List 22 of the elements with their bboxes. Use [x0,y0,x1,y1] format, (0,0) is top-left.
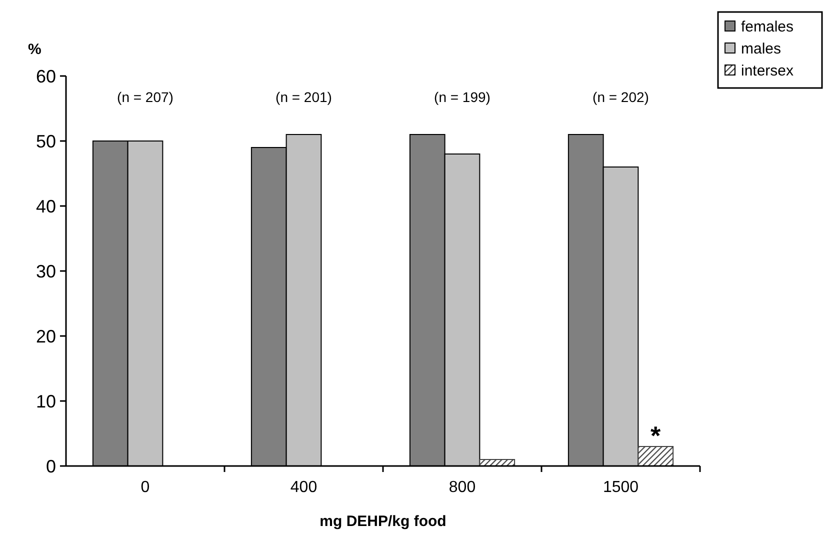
x-tick-label: 800 [448,479,476,496]
annotation: (n = 207) [117,89,174,105]
bar [638,446,674,466]
y-tick-label: 40 [36,196,56,216]
x-tick-label: 400 [290,479,318,496]
x-tick-label: 1500 [602,479,639,496]
y-tick-label: 50 [36,131,56,152]
x-axis-title: mg DEHP/kg food [320,513,446,530]
y-tick-label: 30 [36,261,56,282]
annotation: (n = 199) [434,89,490,105]
x-tick-label: 0 [140,479,150,496]
y-tick-label: 0 [46,456,56,476]
legend-label: females [741,18,794,36]
annotation: * [650,420,662,451]
y-tick-label: 20 [36,326,56,346]
annotation: (n = 202) [592,89,649,105]
y-axis-title: % [28,41,42,58]
legend-label: males [741,40,782,58]
y-tick-label: 60 [36,66,56,86]
legend-label: intersex [741,62,794,80]
annotation: (n = 201) [276,89,332,105]
y-tick-label: 10 [36,391,56,412]
